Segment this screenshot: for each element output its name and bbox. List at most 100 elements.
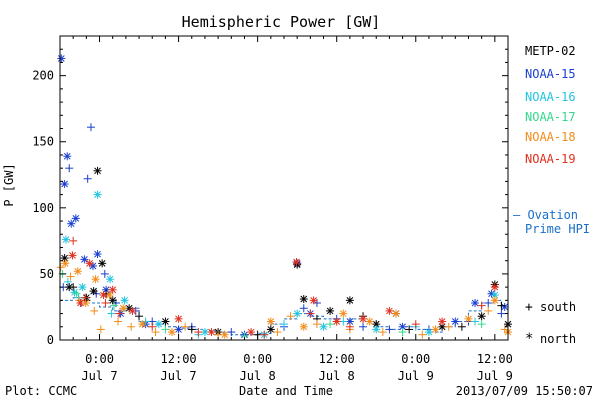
south-marker — [359, 322, 368, 331]
marker-stroke — [109, 296, 117, 304]
south-marker — [477, 320, 486, 329]
chart-title: Hemispheric Power [GW] — [182, 13, 381, 31]
x-tick-time-label: 12:00 — [161, 352, 197, 366]
south-marker — [286, 312, 295, 321]
north-marker — [438, 322, 447, 331]
north-marker — [490, 296, 499, 305]
south-marker — [194, 328, 203, 337]
marker-stroke — [94, 167, 101, 175]
marker-stroke — [61, 259, 69, 267]
marker-stroke — [267, 326, 275, 333]
south-marker — [100, 269, 109, 278]
north-marker — [93, 250, 102, 259]
south-marker — [326, 320, 335, 329]
north-marker — [398, 322, 407, 331]
legend-item-noaa-17: NOAA-17 — [525, 110, 576, 124]
south-marker — [378, 328, 387, 337]
south-marker — [63, 277, 72, 286]
north-marker — [98, 259, 107, 268]
north-marker — [339, 309, 348, 318]
axes-layer: 0 50 100 150 200 0:00 Jul 7 12:00 Jul 7 0:00 Jul 8… — [32, 35, 513, 383]
north-marker — [292, 258, 301, 267]
x-tick-time-label: 0:00 — [243, 352, 272, 366]
north-marker — [80, 255, 89, 264]
north-marker — [138, 320, 147, 329]
north-marker — [293, 309, 302, 318]
marker-stroke — [168, 328, 176, 336]
marker-stroke — [438, 323, 446, 331]
south-marker — [405, 325, 414, 334]
marker-stroke — [399, 323, 406, 331]
marker-stroke — [138, 320, 146, 328]
north-marker — [359, 314, 368, 323]
south-marker — [161, 325, 170, 334]
marker-stroke — [293, 261, 301, 269]
south-marker — [187, 325, 196, 334]
x-tick-date-label: Jul 8 — [319, 369, 355, 383]
marker-stroke — [488, 290, 495, 298]
marker-stroke — [471, 299, 479, 307]
north-marker — [91, 275, 100, 284]
north-marker — [464, 314, 473, 323]
marker-stroke — [247, 328, 255, 336]
marker-stroke — [175, 326, 182, 333]
north-marker — [309, 296, 318, 305]
marker-stroke — [346, 318, 354, 325]
south-marker — [398, 328, 407, 337]
north-marker — [385, 306, 394, 315]
footer-axis-caption: Date and Time — [239, 384, 333, 398]
north-marker — [93, 166, 102, 175]
north-marker — [490, 283, 499, 292]
south-marker — [484, 298, 493, 307]
marker-stroke — [392, 310, 400, 317]
north-marker — [299, 295, 308, 304]
north-marker — [174, 314, 183, 323]
legend-ovation-line1: — Ovation — [513, 208, 578, 222]
south-marker — [65, 164, 74, 173]
marker-stroke — [72, 215, 80, 222]
x-tick-date-label: Jul 9 — [398, 369, 434, 383]
legend-item-metp-02: METP-02 — [525, 44, 576, 58]
north-marker — [76, 298, 85, 307]
marker-stroke — [438, 318, 446, 325]
marker-stroke — [432, 326, 439, 333]
north-marker — [345, 296, 354, 305]
south-marker — [69, 236, 78, 245]
marker-stroke — [372, 326, 380, 333]
legend-south-label: south — [540, 300, 576, 314]
south-marker — [113, 317, 122, 326]
south-marker — [69, 283, 78, 292]
north-marker — [108, 285, 117, 294]
north-marker — [431, 325, 440, 334]
north-marker — [105, 291, 114, 300]
north-marker — [174, 325, 183, 334]
north-marker — [60, 180, 69, 189]
y-tick-label: 0 — [47, 333, 54, 347]
marker-stroke — [267, 318, 275, 325]
north-marker — [154, 320, 163, 329]
x-tick-time-label: 0:00 — [85, 352, 114, 366]
y-tick-label: 150 — [32, 135, 54, 149]
south-marker — [484, 306, 493, 315]
south-marker — [101, 298, 110, 307]
south-marker — [86, 123, 95, 132]
marker-stroke — [300, 295, 308, 303]
marker-stroke — [62, 236, 70, 243]
north-marker — [372, 320, 381, 329]
north-marker — [326, 306, 335, 315]
marker-stroke — [310, 296, 318, 304]
marker-stroke — [346, 296, 354, 304]
x-tick-time-label: 12:00 — [319, 352, 355, 366]
north-marker — [120, 296, 129, 305]
marker-stroke — [175, 315, 182, 323]
y-tick-label: 200 — [32, 69, 54, 83]
north-marker — [68, 251, 77, 260]
south-marker — [115, 309, 124, 318]
marker-stroke — [366, 318, 374, 325]
marker-stroke — [372, 320, 380, 328]
south-marker — [260, 330, 269, 339]
marker-stroke — [326, 307, 334, 315]
marker-stroke — [106, 275, 114, 283]
marker-stroke — [90, 287, 97, 295]
